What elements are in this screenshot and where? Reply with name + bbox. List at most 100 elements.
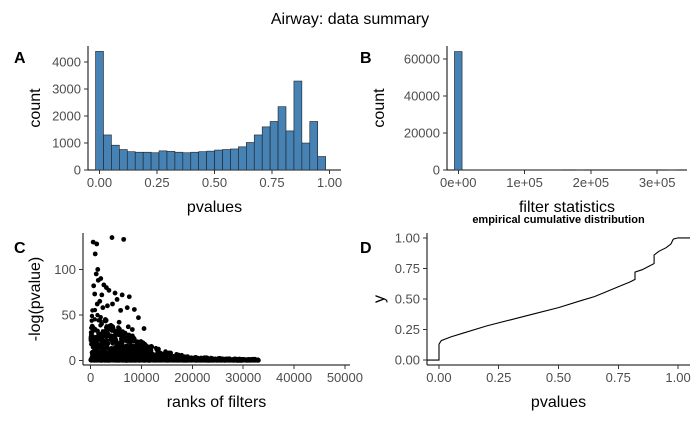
panel-c-x-tick-label: 50000 (327, 370, 363, 385)
panel-a-bar (134, 151, 144, 171)
panel-b-x-tick-label: 3e+05 (639, 175, 676, 190)
panel-c-point (116, 319, 122, 325)
panel-c-x-tick-label: 40000 (276, 370, 312, 385)
panel-a-bar (309, 121, 319, 171)
panel-a-bar (126, 151, 136, 171)
panel-c-point (102, 317, 108, 322)
panel-a-bar (182, 152, 192, 171)
panel-c-point (168, 350, 174, 356)
panel-c-x-tick-label: 0 (87, 370, 94, 385)
panel-a-y-tick-label: 3000 (52, 82, 81, 97)
panel-d-y-tick-label: 0.75 (395, 261, 420, 276)
panel-c-point (141, 326, 147, 331)
panel-b-bar (454, 51, 463, 171)
panel-b-y-tick-label: 0 (433, 163, 440, 178)
panel-c-scatter: 0 10000 20000 30000 40000 50000 0 50 100 ranks of… (27, 233, 363, 411)
figure-title: Airway: data summary (271, 11, 429, 28)
panel-c-point (156, 346, 161, 352)
panel-c-point (92, 317, 97, 322)
panel-c-point (105, 341, 111, 346)
panel-a-x-axis-title: pvalues (187, 199, 242, 216)
panel-c-point (94, 301, 100, 307)
panel-a-bar (214, 149, 223, 171)
panel-a-bar (198, 151, 207, 171)
panel-c-point (90, 329, 95, 335)
panel-c-point (125, 324, 131, 330)
panel-a-bar (142, 151, 152, 171)
panel-b-x-tick-label: 2e+05 (573, 175, 610, 190)
panel-a-bar (301, 142, 311, 171)
panel-c-x-tick-label: 30000 (225, 370, 261, 385)
panel-b-x-tick-label: 1e+05 (506, 175, 543, 190)
panel-d-x-tick-label: 0.75 (606, 370, 631, 385)
panel-c-point (129, 327, 135, 332)
panel-d-ecdf: 0.00 0.25 0.50 0.75 1.00 0.00 0.25 0.50 0.75 1.00… (371, 214, 691, 411)
panel-a-y-tick-label: 2000 (52, 109, 81, 124)
panel-c-x-axis-title: ranks of filters (167, 394, 267, 411)
panel-a-bar (277, 106, 287, 171)
panel-c-point (92, 251, 98, 257)
panel-d-x-tick-label: 0.50 (546, 370, 571, 385)
panel-a-bar (95, 51, 104, 171)
panel-a-y-tick-label: 4000 (52, 55, 81, 70)
panel-c-point (99, 321, 104, 327)
panel-c-point (92, 307, 98, 313)
panel-c-point (117, 326, 122, 332)
panel-a-bar (261, 126, 271, 171)
panel-a-bar (111, 144, 120, 171)
panel-c-point (131, 307, 137, 312)
panel-d-x-tick-label: 0.00 (426, 370, 451, 385)
panel-a-bar (103, 134, 112, 171)
panel-a-bar (285, 130, 295, 171)
panel-a-bar (119, 149, 128, 171)
panel-c-point (94, 241, 100, 247)
panel-c-y-tick-label: 0 (69, 353, 76, 368)
panel-d-tag: D (360, 240, 372, 257)
panel-d-title: empirical cumulative distribution (472, 214, 645, 226)
panel-d-x-axis-title: pvalues (531, 394, 586, 411)
panel-c-point (110, 301, 115, 307)
panel-c-point (93, 271, 99, 277)
panel-c-point (124, 305, 130, 311)
panel-c-point (98, 315, 103, 320)
panel-c-point (105, 303, 110, 309)
panel-b-tag: B (360, 50, 372, 67)
panel-a-bar (246, 142, 255, 171)
panel-c-point (126, 294, 132, 300)
panel-c-point (100, 305, 106, 311)
panel-a-bar (190, 151, 199, 171)
panel-c-point (122, 330, 128, 336)
panel-c-point (149, 344, 154, 349)
panel-b-y-tick-label: 60000 (404, 51, 440, 66)
panel-a-y-tick-label: 1000 (52, 136, 81, 151)
panel-c-point (107, 323, 113, 329)
panel-c-y-tick-label: 50 (62, 307, 76, 322)
panel-c-y-tick-label: 100 (54, 262, 76, 277)
panel-c-point (256, 358, 261, 363)
panel-d-x-tick-label: 0.25 (486, 370, 511, 385)
panel-a-bar (269, 121, 279, 171)
panel-c-point (91, 283, 97, 289)
panel-d-y-tick-label: 0.00 (395, 353, 420, 368)
panel-c-tag: C (14, 240, 26, 257)
panel-d-ecdf-line (427, 237, 690, 361)
panel-a-y-axis-title: count (27, 88, 44, 128)
panel-b-histogram: 0e+00 1e+05 2e+05 3e+05 0 20000 40000 60000 filt… (371, 46, 687, 216)
panel-c-point (119, 292, 125, 298)
panel-c-point (89, 313, 95, 319)
panel-c-x-tick-label: 10000 (123, 370, 159, 385)
panel-a-x-tick-label: 0.00 (87, 175, 112, 190)
panel-d-y-tick-label: 1.00 (395, 230, 420, 245)
panel-a-bar (158, 150, 168, 171)
panel-a-x-tick-label: 0.50 (202, 175, 227, 190)
panel-a-bar (166, 151, 176, 171)
panel-a-x-tick-label: 0.75 (259, 175, 284, 190)
panel-c-y-axis-title: -log(pvalue) (27, 257, 44, 341)
panel-b-x-tick-label: 0e+00 (440, 175, 477, 190)
panel-a-x-tick-label: 0.25 (144, 175, 169, 190)
panel-c-point (99, 292, 105, 298)
panel-a-bar (253, 134, 263, 171)
panel-b-x-axis-title: filter statistics (519, 199, 615, 216)
panel-a-tag: A (14, 50, 26, 67)
